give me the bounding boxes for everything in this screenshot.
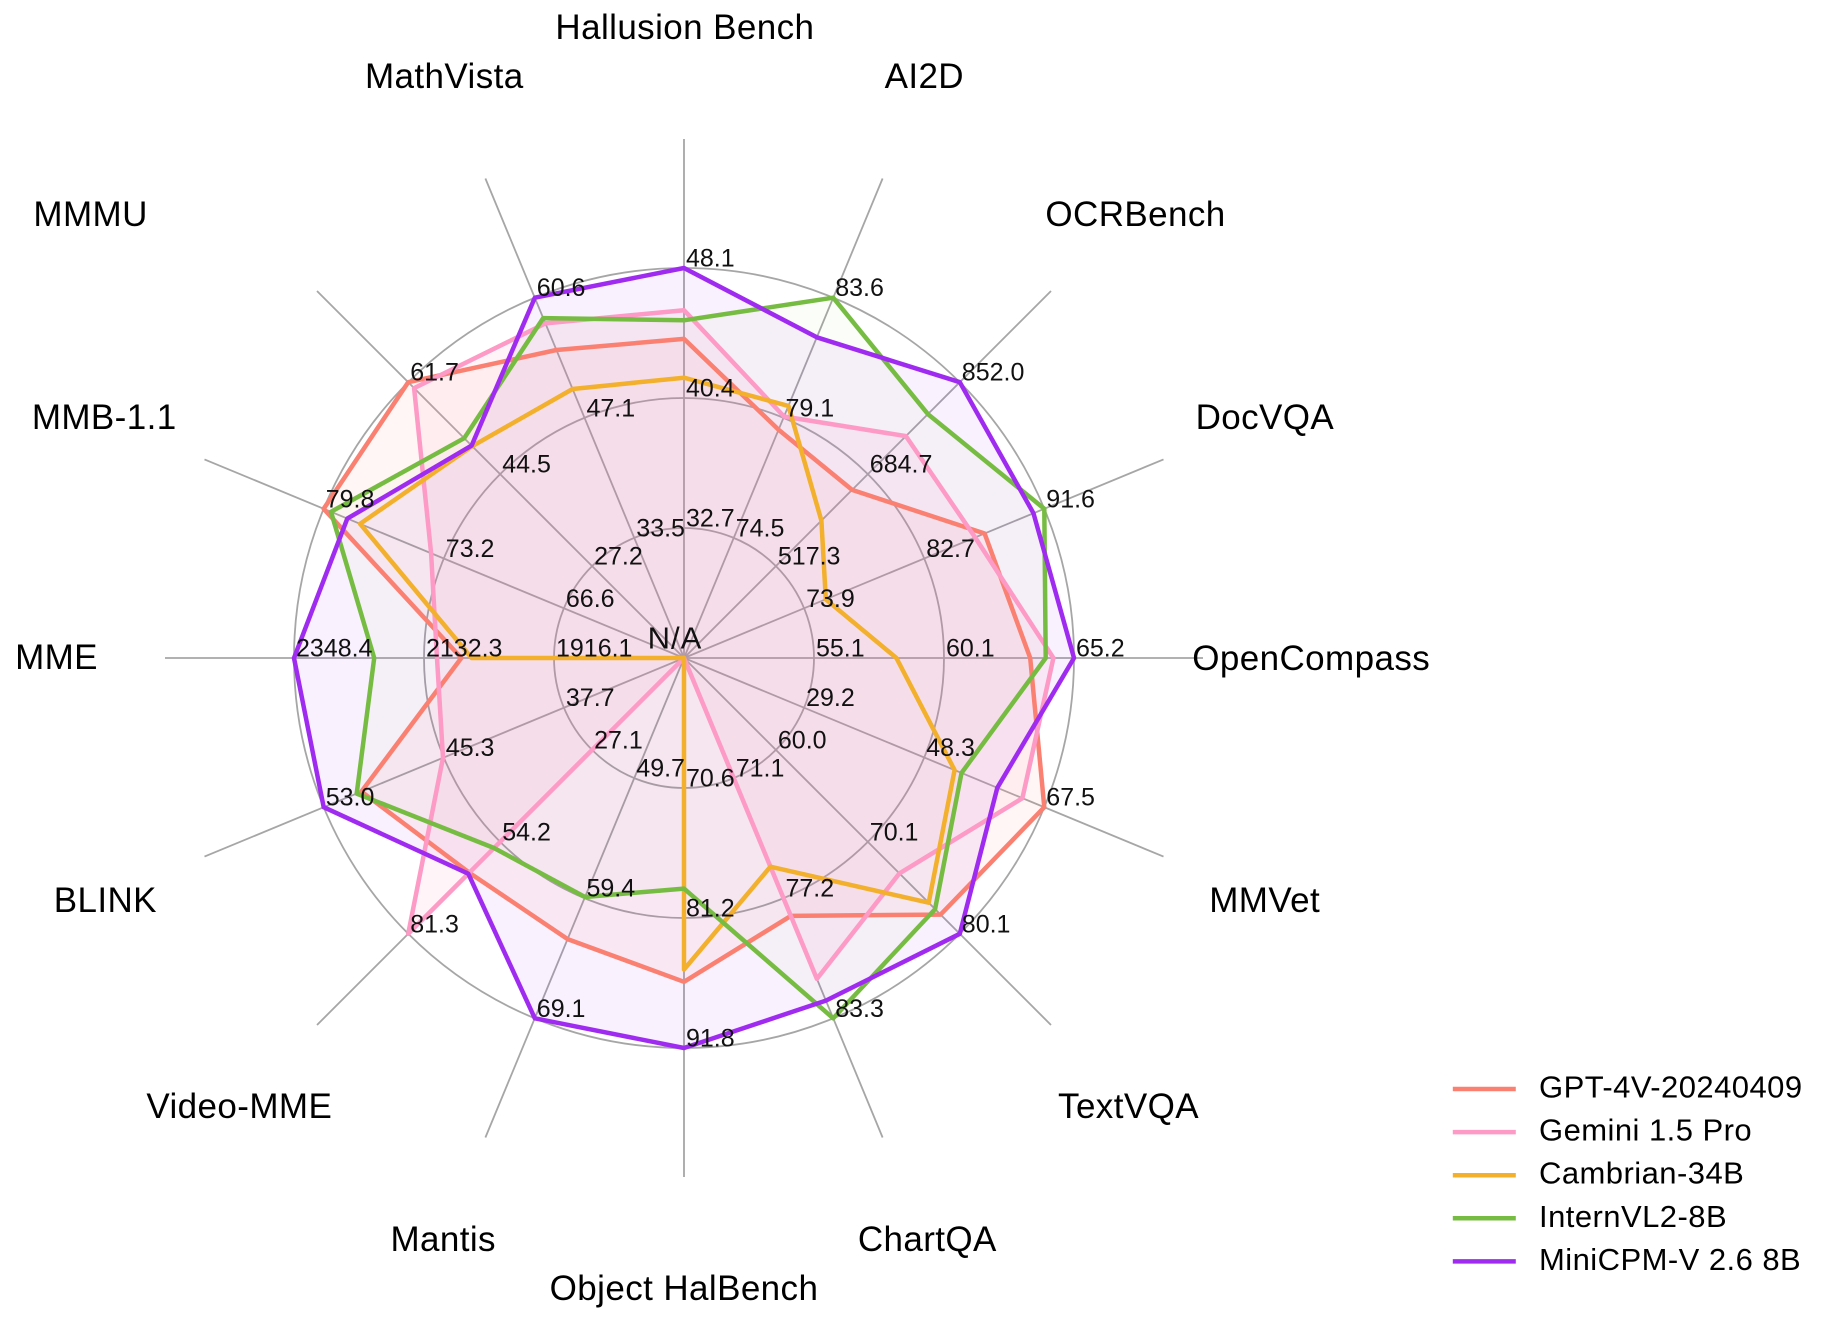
svg-text:MiniCPM-V 2.6 8B: MiniCPM-V 2.6 8B: [1539, 1242, 1801, 1277]
svg-text:MathVista: MathVista: [365, 57, 524, 96]
svg-text:OCRBench: OCRBench: [1045, 195, 1225, 234]
svg-text:80.1: 80.1: [962, 910, 1011, 938]
svg-text:91.8: 91.8: [686, 1025, 735, 1053]
svg-text:852.0: 852.0: [962, 359, 1025, 387]
svg-text:MMB-1.1: MMB-1.1: [32, 398, 177, 437]
svg-text:Gemini 1.5 Pro: Gemini 1.5 Pro: [1539, 1113, 1752, 1148]
svg-text:Mantis: Mantis: [390, 1220, 496, 1259]
svg-text:79.8: 79.8: [326, 485, 375, 513]
svg-text:33.5: 33.5: [636, 514, 685, 542]
svg-text:70.1: 70.1: [870, 818, 919, 846]
svg-text:67.5: 67.5: [1046, 784, 1095, 812]
svg-text:1916.1: 1916.1: [556, 635, 632, 663]
svg-text:91.6: 91.6: [1046, 485, 1095, 513]
svg-text:53.0: 53.0: [326, 784, 375, 812]
svg-text:37.7: 37.7: [566, 684, 615, 712]
svg-text:Hallusion Bench: Hallusion Bench: [555, 8, 814, 47]
svg-text:29.2: 29.2: [806, 684, 855, 712]
svg-text:66.6: 66.6: [566, 585, 615, 613]
svg-text:44.5: 44.5: [502, 451, 551, 479]
svg-text:517.3: 517.3: [778, 543, 841, 571]
svg-text:65.2: 65.2: [1076, 635, 1125, 663]
svg-text:83.3: 83.3: [835, 995, 884, 1023]
svg-text:Object HalBench: Object HalBench: [550, 1269, 819, 1308]
svg-text:48.1: 48.1: [686, 245, 735, 273]
svg-text:ChartQA: ChartQA: [858, 1220, 997, 1259]
svg-text:81.2: 81.2: [686, 895, 735, 923]
svg-text:70.6: 70.6: [686, 765, 735, 793]
svg-text:79.1: 79.1: [786, 394, 835, 422]
svg-text:59.4: 59.4: [587, 875, 636, 903]
svg-text:BLINK: BLINK: [54, 881, 157, 920]
svg-text:60.6: 60.6: [537, 274, 586, 302]
svg-text:40.4: 40.4: [686, 375, 735, 403]
svg-text:54.2: 54.2: [502, 818, 551, 846]
svg-text:77.2: 77.2: [786, 875, 835, 903]
svg-text:MMVet: MMVet: [1209, 881, 1320, 920]
svg-text:45.3: 45.3: [446, 734, 495, 762]
svg-text:OpenCompass: OpenCompass: [1192, 639, 1430, 678]
svg-text:60.1: 60.1: [946, 635, 995, 663]
svg-text:2348.4: 2348.4: [296, 635, 373, 663]
svg-text:55.1: 55.1: [816, 635, 865, 663]
svg-text:TextVQA: TextVQA: [1058, 1087, 1199, 1126]
svg-text:684.7: 684.7: [870, 451, 933, 479]
svg-text:74.5: 74.5: [736, 514, 785, 542]
svg-text:DocVQA: DocVQA: [1196, 398, 1335, 437]
svg-text:GPT-4V-20240409: GPT-4V-20240409: [1539, 1070, 1803, 1105]
svg-text:N/A: N/A: [648, 621, 703, 656]
svg-text:47.1: 47.1: [587, 394, 636, 422]
svg-text:61.7: 61.7: [410, 359, 459, 387]
svg-text:AI2D: AI2D: [885, 57, 964, 96]
svg-text:Cambrian-34B: Cambrian-34B: [1539, 1156, 1744, 1191]
svg-text:81.3: 81.3: [410, 910, 459, 938]
svg-text:27.2: 27.2: [594, 543, 643, 571]
svg-text:82.7: 82.7: [926, 535, 975, 563]
svg-text:Video-MME: Video-MME: [146, 1087, 332, 1126]
svg-text:2132.3: 2132.3: [426, 635, 502, 663]
svg-text:73.2: 73.2: [446, 535, 495, 563]
svg-text:32.7: 32.7: [686, 505, 735, 533]
svg-text:27.1: 27.1: [594, 726, 643, 754]
svg-text:48.3: 48.3: [926, 734, 975, 762]
svg-text:MMMU: MMMU: [33, 195, 147, 234]
svg-text:49.7: 49.7: [636, 755, 685, 783]
svg-text:83.6: 83.6: [835, 274, 884, 302]
svg-text:71.1: 71.1: [736, 755, 785, 783]
svg-text:73.9: 73.9: [806, 585, 855, 613]
svg-text:60.0: 60.0: [778, 726, 827, 754]
svg-text:InternVL2-8B: InternVL2-8B: [1539, 1199, 1727, 1234]
svg-text:69.1: 69.1: [537, 995, 586, 1023]
svg-text:MME: MME: [15, 638, 98, 677]
